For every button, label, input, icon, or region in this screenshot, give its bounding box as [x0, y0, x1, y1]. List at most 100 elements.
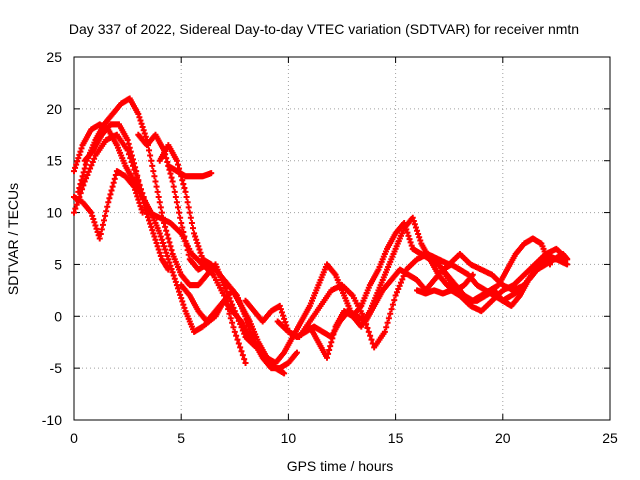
x-tick-label: 20 — [495, 430, 511, 446]
data-point — [143, 210, 150, 217]
data-point — [135, 196, 142, 203]
data-point — [87, 165, 94, 172]
data-point — [132, 186, 139, 193]
data-point — [222, 285, 229, 292]
data-point — [323, 354, 330, 361]
data-point — [241, 356, 248, 363]
data-point — [183, 242, 190, 249]
data-point — [192, 233, 199, 240]
data-point — [238, 348, 245, 355]
data-point — [166, 259, 173, 266]
data-point — [136, 114, 143, 121]
data-point — [88, 209, 95, 216]
data-point — [243, 316, 250, 323]
data-point — [164, 253, 171, 260]
data-point — [139, 195, 146, 202]
data-point — [171, 275, 178, 282]
data-point — [155, 246, 162, 253]
data-point — [165, 256, 172, 263]
data-point — [131, 183, 138, 190]
data-point — [102, 212, 109, 219]
series-track-5 — [156, 142, 300, 372]
data-point — [149, 227, 156, 234]
data-point — [157, 204, 164, 211]
y-tick-label: 25 — [46, 49, 62, 65]
data-point — [179, 298, 186, 305]
data-point — [381, 328, 388, 335]
data-point — [75, 155, 82, 162]
data-point — [227, 298, 234, 305]
data-point — [150, 168, 157, 175]
data-point — [71, 168, 77, 175]
data-point — [137, 203, 144, 210]
data-points — [71, 95, 571, 377]
data-point — [156, 249, 163, 256]
data-point — [181, 233, 188, 240]
x-axis-label: GPS time / hours — [287, 458, 394, 474]
x-tick-label: 25 — [602, 430, 618, 446]
data-point — [242, 359, 249, 366]
data-point — [277, 306, 284, 313]
data-point — [157, 233, 164, 240]
data-point — [76, 184, 83, 191]
data-point — [195, 243, 202, 250]
data-point — [416, 234, 423, 241]
data-point — [237, 344, 244, 351]
data-point — [176, 288, 183, 295]
data-point — [141, 130, 148, 137]
data-point — [77, 148, 84, 155]
data-point — [417, 237, 424, 244]
data-point — [191, 230, 198, 237]
data-point — [194, 240, 201, 247]
data-point — [239, 352, 246, 359]
data-point — [360, 313, 367, 320]
data-point — [412, 224, 419, 231]
data-point — [180, 181, 187, 188]
data-point — [225, 291, 232, 298]
data-point — [88, 162, 95, 169]
data-point — [162, 246, 169, 253]
data-point — [164, 231, 171, 238]
data-point — [185, 204, 192, 211]
data-point — [92, 222, 99, 229]
data-point — [155, 194, 162, 201]
data-point — [245, 323, 252, 330]
data-point — [403, 226, 410, 233]
data-point — [226, 295, 233, 302]
data-point — [165, 266, 172, 273]
data-point — [146, 217, 153, 224]
data-point — [75, 188, 82, 195]
data-point — [193, 236, 200, 243]
data-point — [171, 188, 178, 195]
data-point — [174, 285, 181, 292]
data-point — [157, 253, 164, 260]
data-point — [147, 220, 154, 227]
data-point — [231, 328, 238, 335]
data-point — [107, 191, 114, 198]
data-point — [148, 223, 155, 230]
y-tick-label: 10 — [46, 205, 62, 221]
data-point — [178, 295, 185, 302]
data-point — [109, 183, 116, 190]
data-point — [169, 178, 176, 185]
data-point — [364, 324, 371, 331]
x-tick-label: 0 — [70, 430, 78, 446]
data-point — [138, 190, 145, 197]
data-point — [281, 315, 288, 322]
data-point — [152, 178, 159, 185]
data-point — [564, 261, 571, 268]
data-point — [282, 319, 289, 326]
data-point — [135, 111, 142, 118]
data-point — [136, 181, 143, 188]
data-point — [181, 304, 188, 311]
data-point — [409, 214, 416, 221]
data-point — [124, 136, 131, 143]
x-tick-label: 10 — [281, 430, 297, 446]
data-point — [179, 177, 186, 184]
x-tick-label: 15 — [388, 430, 404, 446]
data-point — [177, 214, 184, 221]
data-point — [177, 291, 184, 298]
data-point — [151, 233, 158, 240]
data-point — [328, 339, 335, 346]
data-point — [90, 216, 97, 223]
